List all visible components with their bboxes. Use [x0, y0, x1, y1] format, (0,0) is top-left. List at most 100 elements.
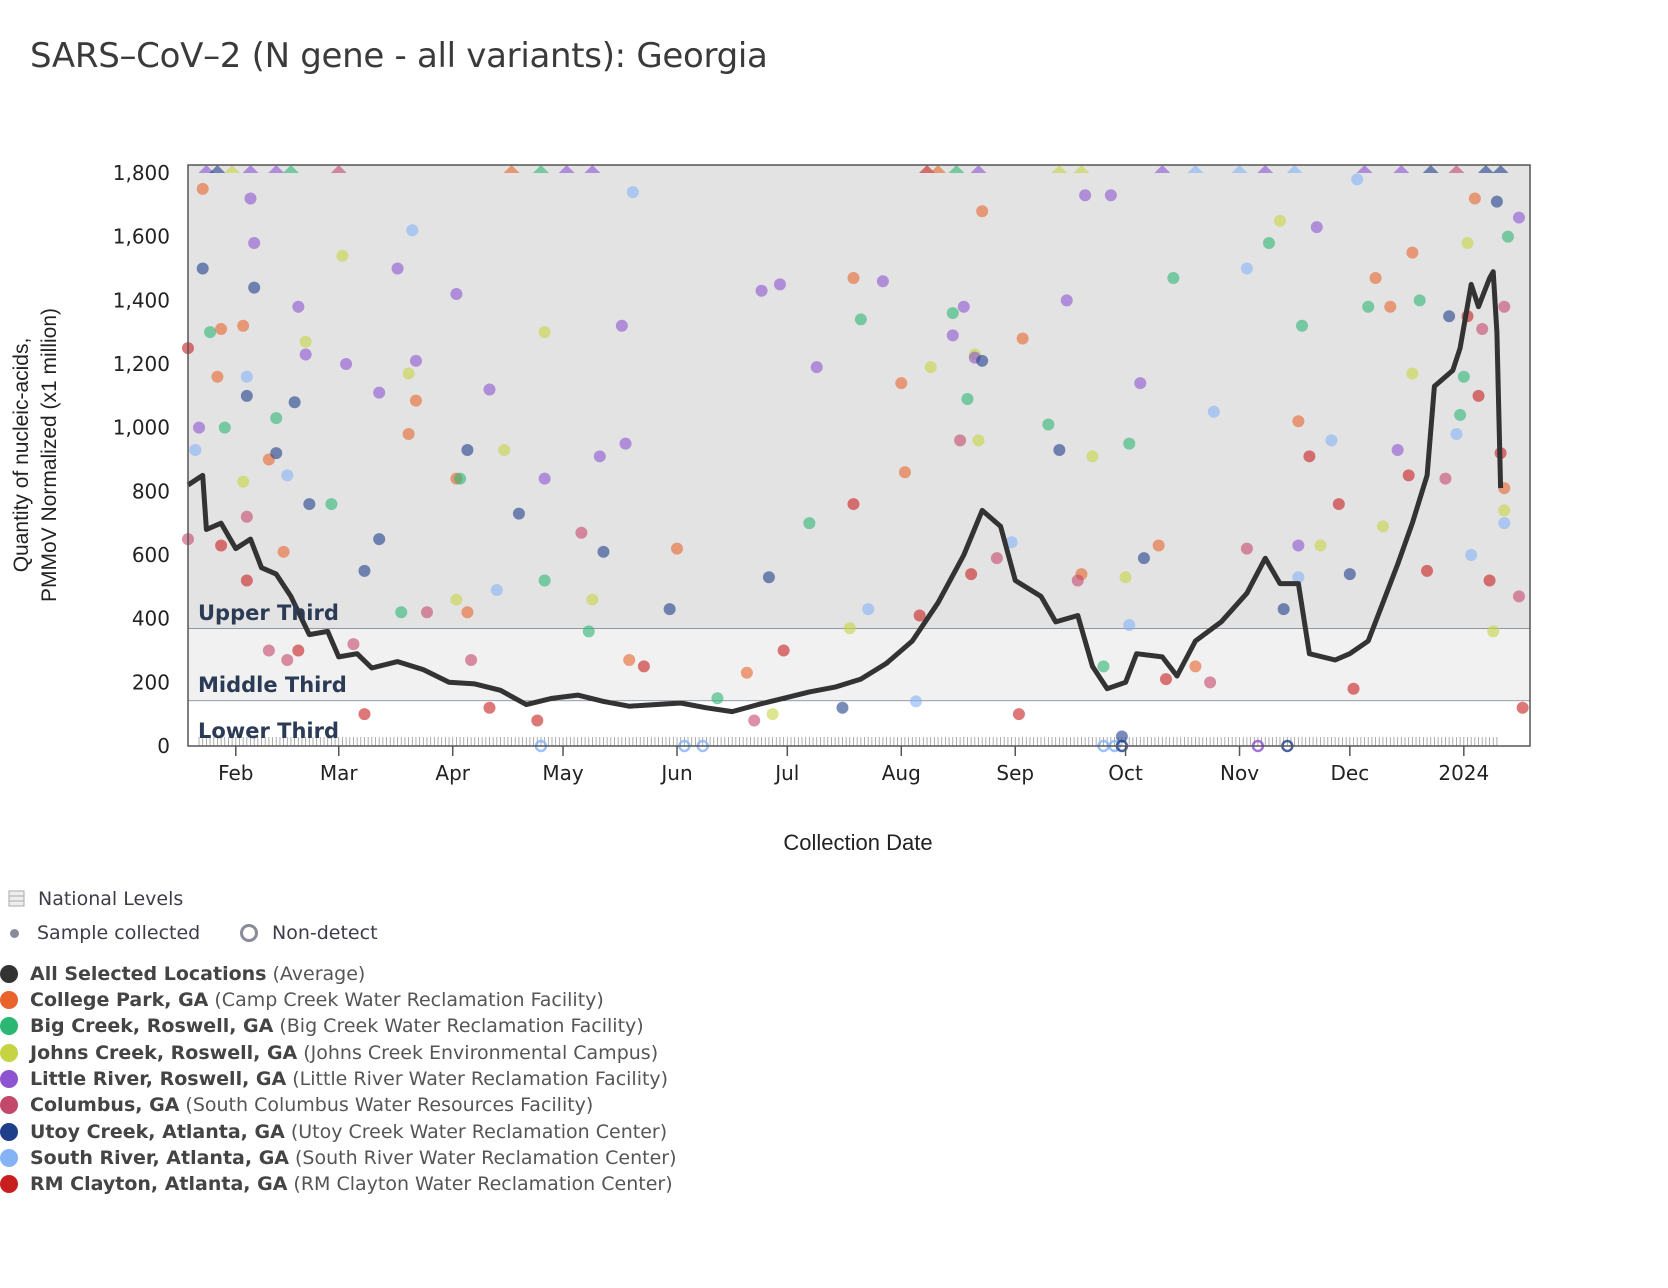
data-point-7 — [1516, 701, 1529, 714]
data-point-3 — [373, 386, 386, 399]
data-point-6 — [240, 370, 253, 383]
data-point-4 — [262, 644, 275, 657]
data-point-0 — [237, 319, 250, 332]
data-point-5 — [461, 443, 474, 456]
data-point-4 — [575, 526, 588, 539]
data-point-2 — [237, 475, 250, 488]
data-point-4 — [1498, 300, 1511, 313]
data-point-0 — [1406, 246, 1419, 259]
data-point-4 — [420, 606, 433, 619]
legend-item-name: Johns Creek, Roswell, GA — [30, 1041, 298, 1064]
data-point-7 — [1483, 574, 1496, 587]
data-point-2 — [1086, 450, 1099, 463]
data-point-3 — [1310, 221, 1323, 234]
data-point-1 — [1457, 370, 1470, 383]
legend-item[interactable]: RM Clayton, Atlanta, GA (RM Clayton Water… — [0, 1173, 673, 1195]
legend-item[interactable]: Columbus, GA (South Columbus Water Resour… — [0, 1094, 593, 1116]
series-swatch-icon — [0, 1148, 18, 1167]
data-point-4 — [1204, 676, 1217, 689]
data-point-1 — [1501, 230, 1514, 243]
data-point-0 — [1189, 660, 1202, 673]
above-range-marker — [1356, 165, 1373, 173]
legend-item[interactable]: Utoy Creek, Atlanta, GA (Utoy Creek Water… — [0, 1121, 667, 1143]
national-level-label: Upper Third — [198, 601, 339, 625]
national-levels-icon — [8, 890, 25, 907]
data-point-1 — [1123, 437, 1136, 450]
chart: Upper Third Middle Third Lower Third 0 200 4… — [10, 161, 1531, 855]
data-point-3 — [292, 300, 305, 313]
data-point-4 — [1476, 322, 1489, 335]
data-point-5 — [762, 571, 775, 584]
data-point-0 — [409, 394, 422, 407]
data-point-1 — [711, 692, 724, 705]
data-point-4 — [1071, 574, 1084, 587]
data-point-1 — [803, 517, 816, 530]
data-point-0 — [215, 322, 228, 335]
data-point-6 — [1325, 434, 1338, 447]
data-point-1 — [1097, 660, 1110, 673]
data-point-5 — [196, 262, 209, 275]
legend-non-detect: Non-detect — [240, 922, 378, 944]
above-range-marker — [1051, 165, 1068, 173]
above-range-marker — [503, 165, 520, 173]
y-tick-label: 800 — [132, 479, 170, 503]
average-swatch-icon — [0, 965, 18, 983]
data-point-3 — [1292, 539, 1305, 552]
data-point-4 — [281, 654, 294, 667]
above-range-marker — [209, 165, 226, 173]
legend-item-name: South River, Atlanta, GA — [30, 1146, 289, 1169]
data-point-5 — [303, 498, 316, 511]
data-point-1 — [325, 498, 338, 511]
data-point-4 — [748, 714, 761, 727]
above-range-marker — [584, 165, 601, 173]
legend-item[interactable]: South River, Atlanta, GA (South River Wat… — [0, 1147, 677, 1169]
above-range-marker — [1492, 165, 1509, 173]
data-point-7 — [215, 539, 228, 552]
legend-item[interactable]: Johns Creek, Roswell, GA (Johns Creek Env… — [0, 1042, 658, 1064]
x-tick-label: Nov — [1220, 761, 1259, 785]
x-tick-label: Aug — [882, 761, 921, 785]
data-point-3 — [876, 275, 889, 288]
y-tick-label: 0 — [157, 734, 170, 758]
data-point-3 — [615, 319, 628, 332]
legend-item-average[interactable]: All Selected Locations (Average) — [0, 963, 365, 985]
data-point-0 — [402, 428, 415, 441]
data-point-0 — [1384, 300, 1397, 313]
data-point-0 — [847, 272, 860, 285]
data-point-5 — [1137, 552, 1150, 565]
data-point-0 — [976, 205, 989, 218]
data-point-1 — [1296, 319, 1309, 332]
legend-item[interactable]: College Park, GA (Camp Creek Water Reclam… — [0, 989, 604, 1011]
data-point-3 — [946, 329, 959, 342]
data-point-2 — [498, 443, 511, 456]
y-tick-label: 200 — [132, 670, 170, 694]
above-range-marker — [224, 165, 241, 173]
legend-item[interactable]: Big Creek, Roswell, GA (Big Creek Water R… — [0, 1015, 644, 1037]
legend-label: Non-detect — [272, 922, 378, 944]
data-point-7 — [1402, 469, 1415, 482]
data-point-1 — [1413, 294, 1426, 307]
data-point-2 — [1119, 571, 1132, 584]
data-point-1 — [946, 307, 959, 320]
average-line-layer — [186, 269, 1504, 715]
data-point-6 — [406, 224, 419, 237]
data-point-1 — [582, 625, 595, 638]
series-swatch-icon — [0, 1175, 18, 1194]
x-axis-label: Collection Date — [783, 830, 932, 855]
above-range-marker — [1187, 165, 1204, 173]
legend-item-sub: (Utoy Creek Water Reclamation Center) — [290, 1120, 668, 1143]
above-range-marker — [558, 165, 575, 173]
legend-item[interactable]: Little River, Roswell, GA (Little River W… — [0, 1068, 668, 1090]
data-point-6 — [1005, 536, 1018, 549]
legend-national-levels[interactable]: National Levels — [8, 888, 183, 910]
legend-item-sub: (RM Clayton Water Reclamation Center) — [293, 1173, 673, 1196]
data-point-1 — [454, 472, 467, 485]
above-range-marker — [930, 165, 947, 173]
data-point-4 — [1512, 590, 1525, 603]
data-point-7 — [1472, 389, 1485, 402]
data-point-7 — [531, 714, 544, 727]
above-range-marker — [1286, 165, 1303, 173]
data-point-3 — [193, 421, 206, 434]
data-point-6 — [1292, 571, 1305, 584]
x-tick-label: May — [542, 761, 584, 785]
